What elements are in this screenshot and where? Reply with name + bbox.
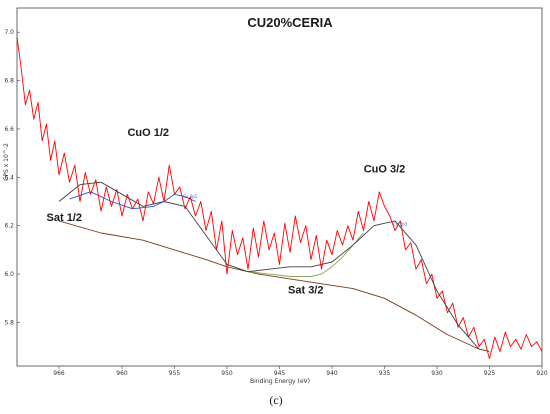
series-line-1 [58,220,490,352]
annotation-group: CuO 1/2 CuO 3/2 Sat 1/2 Sat 3/2 [47,127,406,296]
x-tick-label: 940 [326,370,338,377]
y-tick-label: 6.0 [4,271,14,278]
y-tick-label: 6.4 [4,174,14,181]
x-tick-label: 950 [221,370,233,377]
peak-tag: Cu 2p1 [183,194,198,199]
series-line-2 [247,232,364,277]
series-line-0 [16,36,543,360]
series-line-3 [58,181,480,350]
y-tick-label: 6.8 [4,78,14,85]
x-tick-label: 935 [379,370,391,377]
peak-annotation: CuO 3/2 [364,163,406,175]
plot-frame [16,7,543,367]
x-tick-label: 955 [169,370,181,377]
y-tick-label: 6.2 [4,223,14,230]
series-group [16,36,543,360]
peak-tag: Cu 2p3 [393,222,408,227]
peak-annotation: Sat 1/2 [47,212,82,224]
y-tick-label: 5.8 [4,319,14,326]
y-tick-label: 7.0 [4,29,14,36]
x-tick-label: 920 [536,370,548,377]
y-axis-label: CPS x 10^-2 [3,143,10,181]
chart-title: CU20%CERIA [247,15,333,30]
x-axis-label: Binding Energy (eV) [250,378,310,385]
x-tick-label: 945 [274,370,286,377]
figure-caption: (c) [269,393,282,407]
peak-tag-group: Cu 2p1 Cu 2p3 [183,194,408,227]
x-tick-label: 925 [484,370,496,377]
y-tick-label: 6.6 [4,126,14,133]
series-line-4 [69,191,196,210]
tick-group: 966 960 955 950 945 940 935 930 925 920 5.8 6.0 6.2 6… [4,29,547,377]
peak-annotation: Sat 3/2 [288,284,323,296]
x-tick-label: 960 [116,370,128,377]
peak-annotation: CuO 1/2 [127,127,169,139]
x-tick-label: 966 [53,370,65,377]
x-tick-label: 930 [431,370,443,377]
